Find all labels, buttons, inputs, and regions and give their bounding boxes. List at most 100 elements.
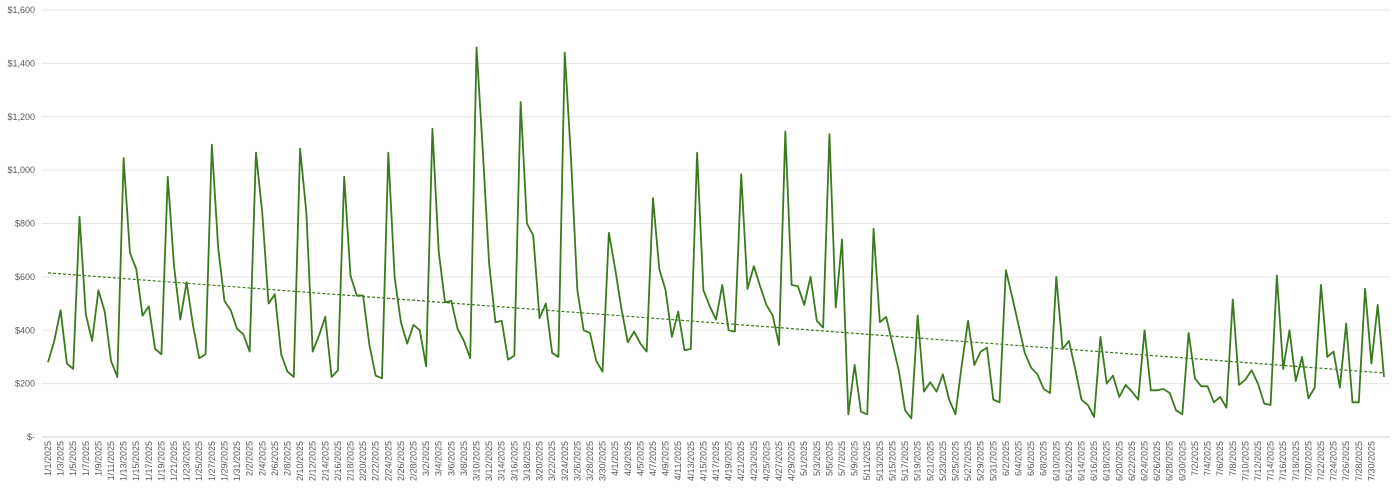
x-tick-label: 1/21/2025 bbox=[169, 441, 179, 481]
x-tick-label: 6/22/2025 bbox=[1127, 441, 1137, 481]
x-tick-label: 6/24/2025 bbox=[1140, 441, 1150, 481]
x-tick-label: 2/20/2025 bbox=[358, 441, 368, 481]
x-tick-label: 4/7/2025 bbox=[648, 441, 658, 476]
x-tick-label: 6/4/2025 bbox=[1013, 441, 1023, 476]
y-tick-label: $1,000 bbox=[7, 165, 35, 175]
y-tick-label: $1,400 bbox=[7, 58, 35, 68]
x-tick-label: 3/4/2025 bbox=[434, 441, 444, 476]
x-tick-label: 1/31/2025 bbox=[232, 441, 242, 481]
x-tick-label: 5/17/2025 bbox=[900, 441, 910, 481]
x-tick-label: 5/5/2025 bbox=[824, 441, 834, 476]
x-tick-label: 2/10/2025 bbox=[295, 441, 305, 481]
x-tick-label: 3/30/2025 bbox=[598, 441, 608, 481]
x-tick-label: 1/19/2025 bbox=[156, 441, 166, 481]
x-tick-label: 2/26/2025 bbox=[396, 441, 406, 481]
x-tick-label: 3/6/2025 bbox=[446, 441, 456, 476]
x-tick-label: 4/29/2025 bbox=[787, 441, 797, 481]
x-tick-label: 4/19/2025 bbox=[724, 441, 734, 481]
x-tick-label: 5/1/2025 bbox=[799, 441, 809, 476]
x-tick-label: 4/11/2025 bbox=[673, 441, 683, 480]
x-tick-label: 6/30/2025 bbox=[1177, 441, 1187, 481]
x-tick-label: 4/5/2025 bbox=[635, 441, 645, 476]
x-tick-label: 2/18/2025 bbox=[345, 441, 355, 481]
x-tick-label: 3/14/2025 bbox=[497, 441, 507, 481]
x-tick-label: 1/11/2025 bbox=[106, 441, 116, 480]
x-tick-label: 3/10/2025 bbox=[472, 441, 482, 481]
x-tick-label: 4/21/2025 bbox=[736, 441, 746, 481]
x-tick-label: 1/29/2025 bbox=[219, 441, 229, 481]
x-tick-label: 2/22/2025 bbox=[371, 441, 381, 481]
x-tick-label: 7/26/2025 bbox=[1341, 441, 1351, 481]
x-tick-label: 3/8/2025 bbox=[459, 441, 469, 476]
x-tick-label: 3/20/2025 bbox=[535, 441, 545, 481]
x-tick-label: 7/2/2025 bbox=[1190, 441, 1200, 476]
x-tick-label: 7/6/2025 bbox=[1215, 441, 1225, 476]
x-tick-label: 3/22/2025 bbox=[547, 441, 557, 481]
x-tick-label: 6/26/2025 bbox=[1152, 441, 1162, 481]
x-tick-label: 7/28/2025 bbox=[1354, 441, 1364, 481]
y-tick-label: $200 bbox=[15, 379, 35, 389]
x-tick-label: 4/23/2025 bbox=[749, 441, 759, 481]
x-tick-label: 6/8/2025 bbox=[1039, 441, 1049, 476]
x-tick-label: 5/21/2025 bbox=[925, 441, 935, 481]
x-tick-label: 6/10/2025 bbox=[1051, 441, 1061, 481]
x-tick-label: 6/16/2025 bbox=[1089, 441, 1099, 481]
x-tick-label: 7/22/2025 bbox=[1316, 441, 1326, 481]
x-tick-label: 3/24/2025 bbox=[560, 441, 570, 481]
y-tick-label: $600 bbox=[15, 272, 35, 282]
x-tick-label: 6/2/2025 bbox=[1001, 441, 1011, 476]
x-tick-label: 6/14/2025 bbox=[1077, 441, 1087, 481]
x-tick-label: 3/2/2025 bbox=[421, 441, 431, 476]
x-tick-label: 3/18/2025 bbox=[522, 441, 532, 481]
x-tick-label: 7/24/2025 bbox=[1329, 441, 1339, 481]
x-tick-label: 5/19/2025 bbox=[913, 441, 923, 481]
x-tick-label: 5/31/2025 bbox=[988, 441, 998, 481]
x-tick-label: 2/14/2025 bbox=[320, 441, 330, 481]
x-tick-label: 5/11/2025 bbox=[862, 441, 872, 480]
x-tick-label: 1/27/2025 bbox=[207, 441, 217, 481]
x-tick-label: 6/28/2025 bbox=[1165, 441, 1175, 481]
x-tick-label: 2/4/2025 bbox=[257, 441, 267, 476]
x-tick-label: 7/18/2025 bbox=[1291, 441, 1301, 481]
x-tick-label: 2/2/2025 bbox=[245, 441, 255, 476]
x-tick-label: 5/27/2025 bbox=[963, 441, 973, 481]
x-tick-label: 7/30/2025 bbox=[1366, 441, 1376, 481]
x-tick-label: 7/12/2025 bbox=[1253, 441, 1263, 481]
x-tick-label: 1/13/2025 bbox=[119, 441, 129, 481]
x-tick-label: 1/9/2025 bbox=[93, 441, 103, 476]
y-tick-label: $- bbox=[27, 432, 35, 442]
x-tick-label: 7/14/2025 bbox=[1266, 441, 1276, 481]
x-tick-label: 7/4/2025 bbox=[1203, 441, 1213, 476]
x-tick-label: 1/3/2025 bbox=[56, 441, 66, 476]
x-tick-label: 7/8/2025 bbox=[1228, 441, 1238, 476]
x-tick-label: 2/12/2025 bbox=[308, 441, 318, 481]
x-tick-label: 3/16/2025 bbox=[509, 441, 519, 481]
x-tick-label: 1/17/2025 bbox=[144, 441, 154, 481]
x-tick-label: 1/1/2025 bbox=[43, 441, 53, 476]
x-tick-label: 3/12/2025 bbox=[484, 441, 494, 481]
x-tick-label: 1/15/2025 bbox=[131, 441, 141, 481]
x-tick-label: 4/25/2025 bbox=[761, 441, 771, 481]
x-tick-label: 1/7/2025 bbox=[81, 441, 91, 476]
x-tick-label: 5/3/2025 bbox=[812, 441, 822, 476]
x-tick-label: 5/23/2025 bbox=[938, 441, 948, 481]
x-tick-label: 5/29/2025 bbox=[976, 441, 986, 481]
y-tick-label: $1,600 bbox=[7, 5, 35, 15]
x-tick-label: 2/28/2025 bbox=[409, 441, 419, 481]
x-tick-label: 6/12/2025 bbox=[1064, 441, 1074, 481]
gridlines bbox=[42, 9, 1390, 438]
trendline-line bbox=[47, 272, 1385, 374]
x-axis-tick-labels: 1/1/2025 1/3/2025 1/5/2025 1/7/2025 1/9/2025… bbox=[43, 441, 1376, 481]
x-tick-label: 6/18/2025 bbox=[1102, 441, 1112, 481]
x-tick-label: 5/7/2025 bbox=[837, 441, 847, 476]
x-tick-label: 7/20/2025 bbox=[1303, 441, 1313, 481]
y-tick-label: $400 bbox=[15, 325, 35, 335]
x-tick-label: 1/23/2025 bbox=[182, 441, 192, 481]
x-tick-label: 2/8/2025 bbox=[282, 441, 292, 476]
x-tick-label: 4/3/2025 bbox=[623, 441, 633, 476]
x-tick-label: 4/17/2025 bbox=[711, 441, 721, 481]
x-tick-label: 1/5/2025 bbox=[68, 441, 78, 476]
x-tick-label: 6/20/2025 bbox=[1114, 441, 1124, 481]
x-tick-label: 5/9/2025 bbox=[850, 441, 860, 476]
x-tick-label: 3/26/2025 bbox=[572, 441, 582, 481]
